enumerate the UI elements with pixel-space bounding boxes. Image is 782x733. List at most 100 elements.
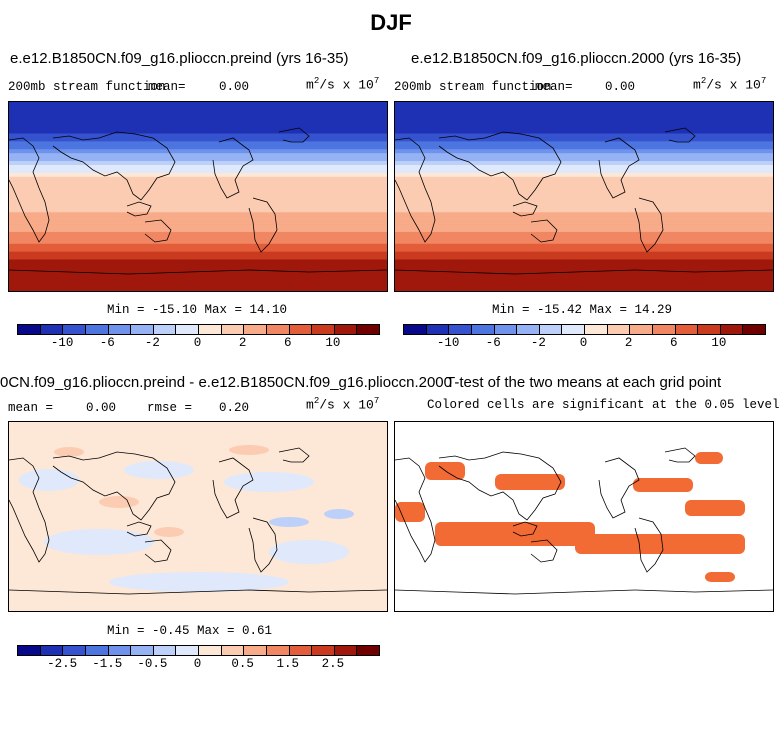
colorbar-swatch-preind-3 (85, 325, 109, 334)
panel-title-ttest: T-test of the two means at each grid poi… (446, 374, 722, 391)
coastline-p2000-3 (530, 219, 558, 243)
band-p2000-39 (395, 255, 773, 261)
band-p2000-6 (395, 125, 773, 131)
band-preind-8 (9, 133, 387, 139)
field-diff (9, 422, 387, 611)
diff-blob-5 (109, 572, 289, 592)
band-preind-14 (9, 157, 387, 162)
coastline-p2000-1 (438, 131, 562, 201)
mean-label-2000: mean= (535, 80, 573, 94)
colorbar-swatch-preind-14 (334, 325, 358, 334)
colorbar-swatch-p2000-13 (698, 325, 721, 334)
band-p2000-36 (395, 243, 773, 249)
colorbar-tick-p2000-3: 0 (579, 336, 588, 350)
panel-title-preind: e.e12.B1850CN.f09_g16.plioccn.preind (yr… (10, 50, 349, 67)
band-preind-11 (9, 145, 387, 150)
coastline-p2000-7 (395, 269, 773, 275)
band-preind-1 (9, 105, 387, 111)
colorbar-swatch-p2000-7 (562, 325, 585, 334)
coastline-ttest-7 (395, 589, 773, 595)
band-p2000-18 (395, 172, 773, 178)
sig-patch-1 (495, 474, 565, 490)
band-p2000-43 (395, 271, 773, 276)
variable-label-2000: 200mb stream function (394, 80, 552, 94)
minmax-2000: Min = -15.42 Max = 14.29 (492, 303, 673, 317)
diff-blob-11 (229, 445, 269, 455)
sig-patch-2 (633, 478, 693, 492)
band-p2000-45 (395, 279, 773, 284)
band-preind-24 (9, 196, 387, 202)
colorbar-swatch-preind-7 (176, 325, 199, 334)
colorbar-swatch-diff-0 (18, 646, 41, 655)
band-p2000-1 (395, 105, 773, 111)
band-preind-33 (9, 231, 387, 237)
colorbar-swatch-diff-2 (63, 646, 86, 655)
coastline-p2000-2 (512, 201, 538, 217)
band-p2000-35 (395, 239, 773, 245)
coastline-diff-7 (9, 589, 387, 595)
band-p2000-28 (395, 212, 773, 217)
band-p2000-40 (395, 259, 773, 265)
map-diff (8, 421, 388, 612)
colorbar-swatch-diff-6 (153, 646, 177, 655)
coastline-p2000-5 (634, 197, 664, 253)
band-preind-30 (9, 220, 387, 225)
colorbar-swatch-p2000-15 (743, 325, 765, 334)
colorbar-swatch-diff-1 (40, 646, 64, 655)
band-preind-46 (9, 283, 387, 288)
figure-title: DJF (370, 10, 412, 35)
colorbar-swatch-diff-7 (176, 646, 199, 655)
colorbar-tick-preind-2: -2 (144, 336, 160, 350)
colorbar-swatch-p2000-4 (494, 325, 518, 334)
rmse-label-diff: rmse = (147, 401, 193, 415)
colorbar-tick-preind-1: -6 (99, 336, 115, 350)
colorbar-swatch-diff-14 (334, 646, 358, 655)
band-preind-25 (9, 200, 387, 205)
colorbar-tick-preind-6: 10 (325, 336, 341, 350)
diff-blob-2 (224, 472, 314, 492)
band-preind-5 (9, 121, 387, 127)
band-preind-34 (9, 235, 387, 241)
coastline-preind-6 (278, 127, 310, 143)
colorbar-swatch-preind-5 (131, 325, 154, 334)
band-preind-12 (9, 149, 387, 154)
band-p2000-22 (395, 188, 773, 194)
colorbar-tick-diff-0: -2.5 (47, 657, 78, 671)
band-p2000-33 (395, 231, 773, 237)
colorbar-swatch-preind-0 (18, 325, 41, 334)
coastline-ttest-4 (598, 457, 640, 519)
diff-blob-7 (324, 509, 354, 519)
coastline-ttest-0 (395, 457, 436, 563)
band-p2000-11 (395, 145, 773, 150)
coastline-preind-3 (144, 219, 172, 243)
colorbar-tick-diff-4: 0.5 (231, 657, 254, 671)
field-preind (9, 102, 387, 291)
sig-patch-8 (695, 452, 723, 464)
band-preind-38 (9, 251, 387, 257)
coastline-ttest-5 (634, 517, 664, 573)
coastline-ttest-6 (664, 447, 696, 463)
map-ttest (394, 421, 774, 612)
sig-patch-5 (575, 534, 745, 554)
band-p2000-29 (395, 216, 773, 221)
band-p2000-3 (395, 113, 773, 119)
band-preind-17 (9, 168, 387, 174)
panel-title-diff: 0CN.f09_g16.plioccn.preind - e.e12.B1850… (0, 374, 452, 391)
band-preind-44 (9, 275, 387, 280)
band-preind-15 (9, 161, 387, 166)
variable-label-preind: 200mb stream function (8, 80, 166, 94)
colorbar-tick-p2000-5: 6 (669, 336, 678, 350)
colorbar-swatch-diff-11 (266, 646, 290, 655)
field-p2000 (395, 102, 773, 291)
colorbar-swatch-preind-13 (312, 325, 335, 334)
sig-patch-7 (705, 572, 735, 582)
band-p2000-4 (395, 117, 773, 123)
band-preind-41 (9, 263, 387, 268)
colorbar-swatch-diff-5 (131, 646, 154, 655)
mean-value-diff: 0.00 (86, 401, 117, 415)
colorbar-swatch-preind-2 (63, 325, 86, 334)
mean-label-diff: mean = (8, 401, 54, 415)
band-preind-28 (9, 212, 387, 217)
colorbar-swatch-p2000-2 (449, 325, 472, 334)
band-p2000-14 (395, 157, 773, 162)
